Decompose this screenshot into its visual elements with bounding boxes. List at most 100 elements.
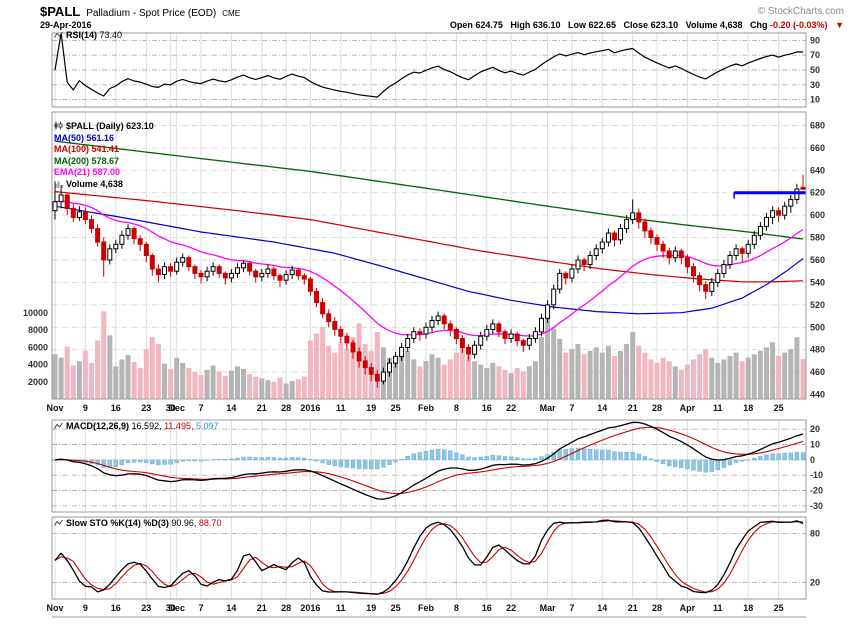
svg-text:10: 10: [810, 95, 820, 105]
low-label: Low: [567, 20, 586, 30]
svg-text:600: 600: [810, 210, 825, 220]
svg-text:9: 9: [83, 403, 88, 413]
svg-text:0: 0: [810, 455, 815, 465]
svg-text:11: 11: [713, 603, 723, 613]
svg-text:25: 25: [391, 403, 401, 413]
macd-panel-label: MACD(12,26,9) 16.592, 11.495, 5.097: [54, 421, 219, 431]
svg-text:14: 14: [597, 403, 607, 413]
open-label: Open: [449, 20, 473, 30]
svg-text:660: 660: [810, 143, 825, 153]
sto-indicator-icon: [54, 519, 63, 526]
svg-text:Feb: Feb: [418, 403, 435, 413]
chart-date: 29-Apr-2016: [40, 20, 92, 30]
svg-text:20: 20: [810, 424, 820, 434]
svg-text:440: 440: [810, 390, 825, 400]
rsi-value: 73.40: [99, 30, 123, 40]
svg-text:540: 540: [810, 277, 825, 287]
volume-value: 4,638: [719, 20, 743, 30]
svg-text:-10: -10: [810, 470, 823, 480]
svg-text:9: 9: [83, 603, 88, 613]
macd-signal-value: 11.495,: [164, 421, 194, 431]
low-value: 622.65: [588, 20, 617, 30]
svg-text:Apr: Apr: [680, 603, 696, 613]
svg-text:8: 8: [454, 603, 459, 613]
macd-value: 16.592,: [131, 421, 162, 431]
svg-text:21: 21: [257, 403, 267, 413]
sto-d-value: 88.70: [198, 518, 222, 528]
sto-panel-label: Slow STO %K(14) %D(3) 90.96, 88.70: [54, 518, 221, 528]
svg-text:28: 28: [652, 403, 662, 413]
svg-text:22: 22: [506, 603, 516, 613]
macd-label: MACD(12,26,9): [66, 421, 130, 431]
svg-text:14: 14: [226, 403, 236, 413]
svg-text:-30: -30: [810, 501, 823, 511]
svg-text:8: 8: [454, 403, 459, 413]
svg-text:70: 70: [810, 50, 820, 60]
svg-text:28: 28: [281, 603, 291, 613]
open-value: 624.75: [475, 20, 503, 30]
svg-text:7: 7: [569, 403, 574, 413]
rsi-panel-label: RSI(14) 73.40: [54, 30, 122, 40]
svg-text:25: 25: [774, 403, 784, 413]
legend-ma50: MA(50) 561.16: [54, 132, 115, 143]
svg-text:Dec: Dec: [168, 403, 185, 413]
macd-hist-value: 5.097: [195, 421, 219, 431]
svg-text:460: 460: [810, 367, 825, 377]
volume-legend: Volume 4,638: [66, 178, 123, 189]
legend-volume-line: Volume 4,638: [54, 179, 154, 191]
sto-k-value: 90.96,: [171, 518, 197, 528]
copyright: © StockCharts.com: [757, 6, 844, 17]
macd-indicator-icon: [54, 422, 63, 429]
svg-text:520: 520: [810, 300, 825, 310]
quote-strip: Open 624.75 High 636.10 Low 622.65 Close…: [450, 20, 844, 30]
svg-text:6000: 6000: [28, 342, 48, 352]
svg-text:16: 16: [111, 403, 121, 413]
svg-text:500: 500: [810, 322, 825, 332]
svg-text:11: 11: [336, 403, 346, 413]
price-legend: $PALL (Daily) 623.10 MA(50) 561.16 MA(10…: [54, 121, 154, 190]
svg-text:2000: 2000: [28, 377, 48, 387]
svg-text:21: 21: [257, 603, 267, 613]
svg-text:25: 25: [391, 603, 401, 613]
svg-text:7: 7: [198, 403, 203, 413]
svg-text:Mar: Mar: [540, 403, 557, 413]
svg-text:30: 30: [810, 80, 820, 90]
svg-text:23: 23: [141, 403, 151, 413]
candlestick-icon: [54, 121, 63, 130]
svg-text:16: 16: [482, 603, 492, 613]
svg-text:18: 18: [743, 603, 753, 613]
svg-text:640: 640: [810, 165, 825, 175]
svg-text:480: 480: [810, 345, 825, 355]
svg-text:Nov: Nov: [46, 603, 63, 613]
svg-text:90: 90: [810, 35, 820, 45]
legend-ma100: MA(100) 541.41: [54, 144, 120, 154]
chg-value: -0.20 (-0.03%): [770, 20, 828, 30]
svg-text:7: 7: [569, 603, 574, 613]
header-row1: $PALL Palladium - Spot Price (EOD) CME: [40, 4, 240, 19]
rsi-indicator-icon: [54, 31, 63, 38]
svg-text:18: 18: [743, 403, 753, 413]
svg-text:620: 620: [810, 188, 825, 198]
svg-text:Apr: Apr: [680, 403, 696, 413]
legend-ema21: EMA(21) 587.00: [54, 167, 121, 177]
svg-text:30: 30: [166, 403, 176, 413]
sto-label: Slow STO %K(14) %D(3): [66, 518, 169, 528]
chg-label: Chg: [750, 20, 768, 30]
svg-text:14: 14: [597, 603, 607, 613]
svg-text:Feb: Feb: [418, 603, 435, 613]
symbol: $PALL: [40, 4, 81, 19]
svg-text:16: 16: [111, 603, 121, 613]
svg-text:Nov: Nov: [46, 403, 63, 413]
close-label: Close: [623, 20, 649, 30]
svg-text:80: 80: [810, 528, 820, 538]
volume-label: Volume: [685, 20, 718, 30]
svg-text:21: 21: [628, 403, 638, 413]
svg-text:50: 50: [810, 65, 820, 75]
svg-text:30: 30: [166, 603, 176, 613]
exchange: CME: [222, 9, 241, 18]
svg-text:680: 680: [810, 121, 825, 131]
svg-text:-20: -20: [810, 486, 823, 496]
rsi-label: RSI(14): [66, 30, 98, 40]
svg-text:21: 21: [628, 603, 638, 613]
svg-text:16: 16: [482, 403, 492, 413]
